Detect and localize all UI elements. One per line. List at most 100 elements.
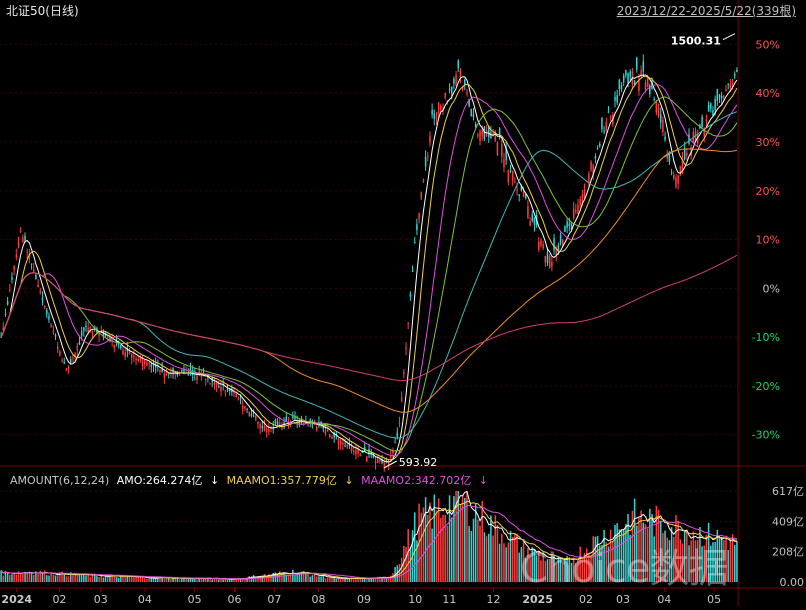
x-tick-label: 12 (487, 593, 501, 606)
candles (0, 54, 738, 472)
volume-bar (154, 578, 157, 582)
candle-body (26, 251, 28, 253)
candle-body (683, 148, 686, 160)
volume-bar (233, 579, 235, 582)
volume-bar (157, 577, 159, 582)
volume-bar (424, 497, 427, 582)
volume-bar (570, 562, 573, 582)
volume-bar (333, 577, 335, 582)
candle-body (274, 419, 277, 424)
ma20-line (0, 84, 738, 457)
volume-bar (710, 545, 712, 582)
candle-body (250, 413, 253, 416)
candle-body (276, 421, 279, 426)
volume-bar (440, 517, 442, 582)
volume-bar (54, 575, 57, 582)
candle-body (220, 386, 222, 392)
volume-bar (413, 512, 416, 582)
volume-bar (102, 577, 105, 582)
high-label: 1500.31 (671, 35, 721, 48)
volume-bar (259, 576, 261, 582)
volume-bar (124, 575, 126, 582)
volume-bar (442, 514, 444, 582)
candle-body (422, 179, 425, 182)
volume-bar (76, 575, 79, 582)
candle-body (13, 265, 15, 270)
volume-bar (400, 557, 403, 582)
volume-bar (366, 578, 368, 582)
volume-bar (111, 575, 113, 582)
volume-bar (276, 573, 279, 582)
volume-bar (22, 572, 24, 582)
candle-body (113, 344, 116, 349)
volume-bar (117, 577, 120, 582)
volume-bar (448, 495, 451, 582)
candle-body (633, 81, 636, 85)
amount-indicator-name[interactable]: AMOUNT(6,12,24) (10, 474, 110, 487)
volume-bar (311, 575, 314, 582)
candle-body (124, 352, 126, 357)
candle-body (135, 358, 137, 361)
volume-bar (194, 578, 196, 582)
candle-body (659, 114, 662, 123)
candle-body (616, 95, 618, 103)
x-tick-label: 02 (579, 593, 593, 606)
candle-body (102, 332, 105, 337)
candle-body (403, 372, 405, 374)
volume-bar (37, 573, 39, 582)
candle-body (298, 421, 301, 424)
maamo1-arrow: ↓ (344, 474, 354, 487)
volume-bar (24, 571, 26, 582)
x-tick-label: 06 (228, 593, 242, 606)
volume-bar (474, 504, 477, 582)
date-range-link[interactable]: 2023/12/22-2025/5/22(339根) (616, 4, 796, 18)
candle-body (329, 434, 331, 438)
candle-body (572, 208, 575, 219)
candle-body (675, 177, 677, 187)
volume-bar (723, 540, 725, 582)
volume-bar (133, 576, 135, 582)
candle-body (570, 222, 573, 230)
volume-bar (594, 536, 597, 582)
candle-body (307, 425, 309, 427)
volume-bar (19, 573, 22, 582)
volume-bar (122, 575, 124, 582)
volume-bar (374, 578, 377, 582)
candle-body (649, 85, 651, 94)
candle-body (263, 426, 266, 431)
volume-bar (736, 541, 738, 582)
candle-body (309, 419, 311, 422)
candle-body (281, 425, 283, 429)
candle-body (561, 239, 564, 245)
candle-body (2, 327, 5, 331)
candle-body (196, 376, 198, 381)
candle-body (642, 61, 645, 72)
candle-body (407, 322, 409, 324)
candle-body (559, 235, 562, 244)
volume-bar (416, 540, 418, 582)
volume-bar (529, 555, 531, 582)
volume-bar (61, 571, 63, 582)
candle-body (520, 185, 523, 191)
volume-bar (183, 577, 185, 582)
volume-bar (268, 574, 270, 582)
volume-bar (329, 577, 331, 582)
candle-body (161, 368, 163, 373)
candle-body (35, 274, 37, 280)
volume-bar (548, 558, 551, 582)
candle-body (379, 459, 381, 462)
volume-bar (346, 578, 348, 582)
candle-body (662, 119, 664, 133)
candle-body (455, 74, 457, 86)
x-tick-label: 05 (188, 593, 202, 606)
candle-body (15, 255, 18, 258)
candle-body (533, 218, 536, 226)
volume-bar (605, 542, 608, 582)
candle-body (9, 289, 11, 291)
candle-body (128, 350, 131, 355)
volume-bar (653, 536, 655, 582)
candle-body (413, 241, 416, 244)
volume-bar (109, 575, 111, 582)
volume-bar (41, 573, 44, 582)
candle-body (144, 360, 146, 364)
